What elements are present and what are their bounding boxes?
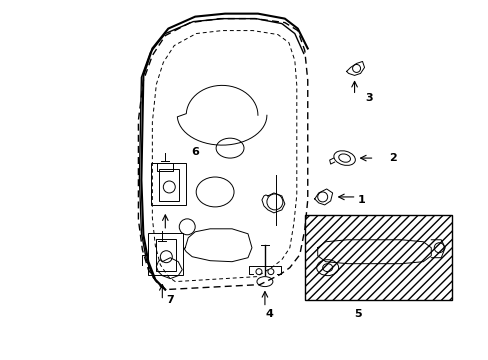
Bar xyxy=(304,215,451,300)
Text: 4: 4 xyxy=(265,310,273,319)
Text: 3: 3 xyxy=(365,93,372,103)
Bar xyxy=(148,233,183,275)
Bar xyxy=(151,163,186,205)
Text: 5: 5 xyxy=(353,310,361,319)
Text: 1: 1 xyxy=(357,195,365,205)
Bar xyxy=(304,215,451,300)
Text: 7: 7 xyxy=(166,294,174,305)
Text: 6: 6 xyxy=(191,147,199,157)
Text: 2: 2 xyxy=(389,153,396,163)
Bar xyxy=(156,239,176,271)
Bar xyxy=(159,169,179,201)
